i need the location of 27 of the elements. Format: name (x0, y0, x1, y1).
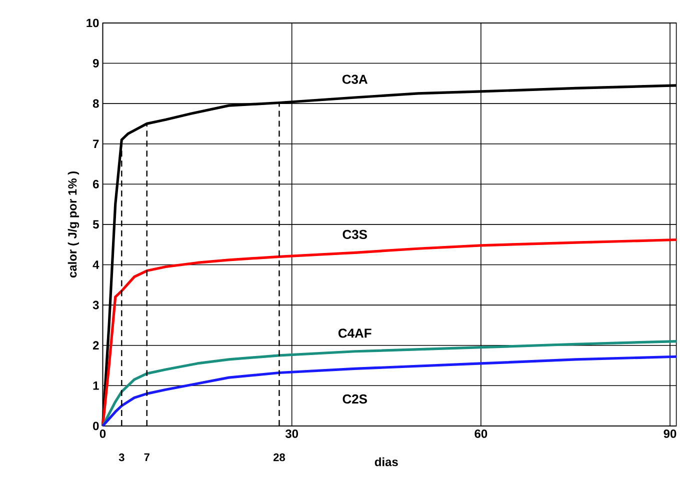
y-tick-label: 0 (93, 422, 99, 430)
y-axis-title: calor ( J/g por 1% ) (68, 172, 80, 278)
y-tick-label: 5 (92, 220, 99, 229)
x-tick-label: 0 (100, 430, 106, 438)
x-tick-label: 30 (285, 430, 298, 438)
series-label: C3A (342, 74, 368, 84)
y-tick-label: 2 (92, 341, 99, 350)
annotation: 3 (118, 454, 124, 462)
y-tick-label: 7 (93, 140, 99, 148)
y-tick-label: 1 (93, 382, 99, 390)
y-tick-label: 3 (92, 300, 99, 310)
y-tick-label: 4 (92, 260, 100, 269)
x-tick-label: 60 (474, 430, 488, 438)
series-label: C4AF (338, 328, 372, 338)
annotation: 28 (274, 454, 285, 462)
y-tick-label: 9 (92, 59, 99, 68)
line-series (101, 355, 678, 428)
series-label: C3S (342, 230, 367, 240)
series-label: C2S (342, 394, 367, 404)
y-tick-label: 8 (92, 99, 99, 108)
annotation: 7 (144, 454, 150, 462)
line-series (101, 238, 678, 428)
y-tick-label: 6 (93, 180, 99, 188)
y-tick-label: 10 (86, 18, 99, 28)
x-tick-label: 90 (664, 430, 676, 438)
line-series (101, 340, 678, 428)
x-axis-title: dias (374, 458, 398, 466)
